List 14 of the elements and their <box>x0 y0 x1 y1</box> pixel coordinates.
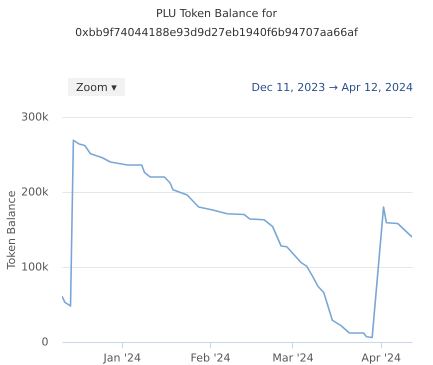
y-tick-label: 0 <box>42 336 48 348</box>
chart-title: PLU Token Balance for <box>154 6 278 22</box>
y-tick-label: 200k <box>21 186 50 198</box>
y-tick-label: 300k <box>21 110 50 124</box>
x-tick-label: Apr '24 <box>361 352 401 364</box>
x-tick-label: Feb '24 <box>190 352 230 364</box>
y-tick-label: 100k <box>21 260 50 274</box>
chart-subtitle: 0xbb9f74044188e93d9d27eb1940f6b94707aa66af <box>74 26 360 39</box>
x-tick-label: Mar '24 <box>272 352 314 364</box>
line-series <box>62 139 412 338</box>
zoom-button: Zoom ▾ <box>68 78 125 97</box>
text: Dec 11, 2023 → Apr 12, 2024 <box>252 81 413 94</box>
y-axis-title: Token Balance <box>5 190 18 270</box>
x-tick-label: Jan '24 <box>102 352 141 364</box>
